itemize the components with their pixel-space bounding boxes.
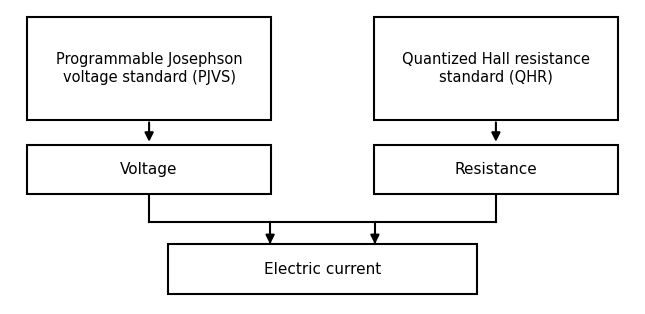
FancyBboxPatch shape [374, 144, 618, 194]
Text: Programmable Josephson
voltage standard (PJVS): Programmable Josephson voltage standard … [55, 52, 243, 84]
FancyBboxPatch shape [27, 144, 271, 194]
FancyBboxPatch shape [168, 244, 477, 294]
Text: Electric current: Electric current [264, 262, 381, 277]
FancyBboxPatch shape [374, 17, 618, 120]
Text: Quantized Hall resistance
standard (QHR): Quantized Hall resistance standard (QHR) [402, 52, 590, 84]
FancyBboxPatch shape [27, 17, 271, 120]
Text: Resistance: Resistance [455, 162, 537, 177]
Text: Voltage: Voltage [121, 162, 178, 177]
